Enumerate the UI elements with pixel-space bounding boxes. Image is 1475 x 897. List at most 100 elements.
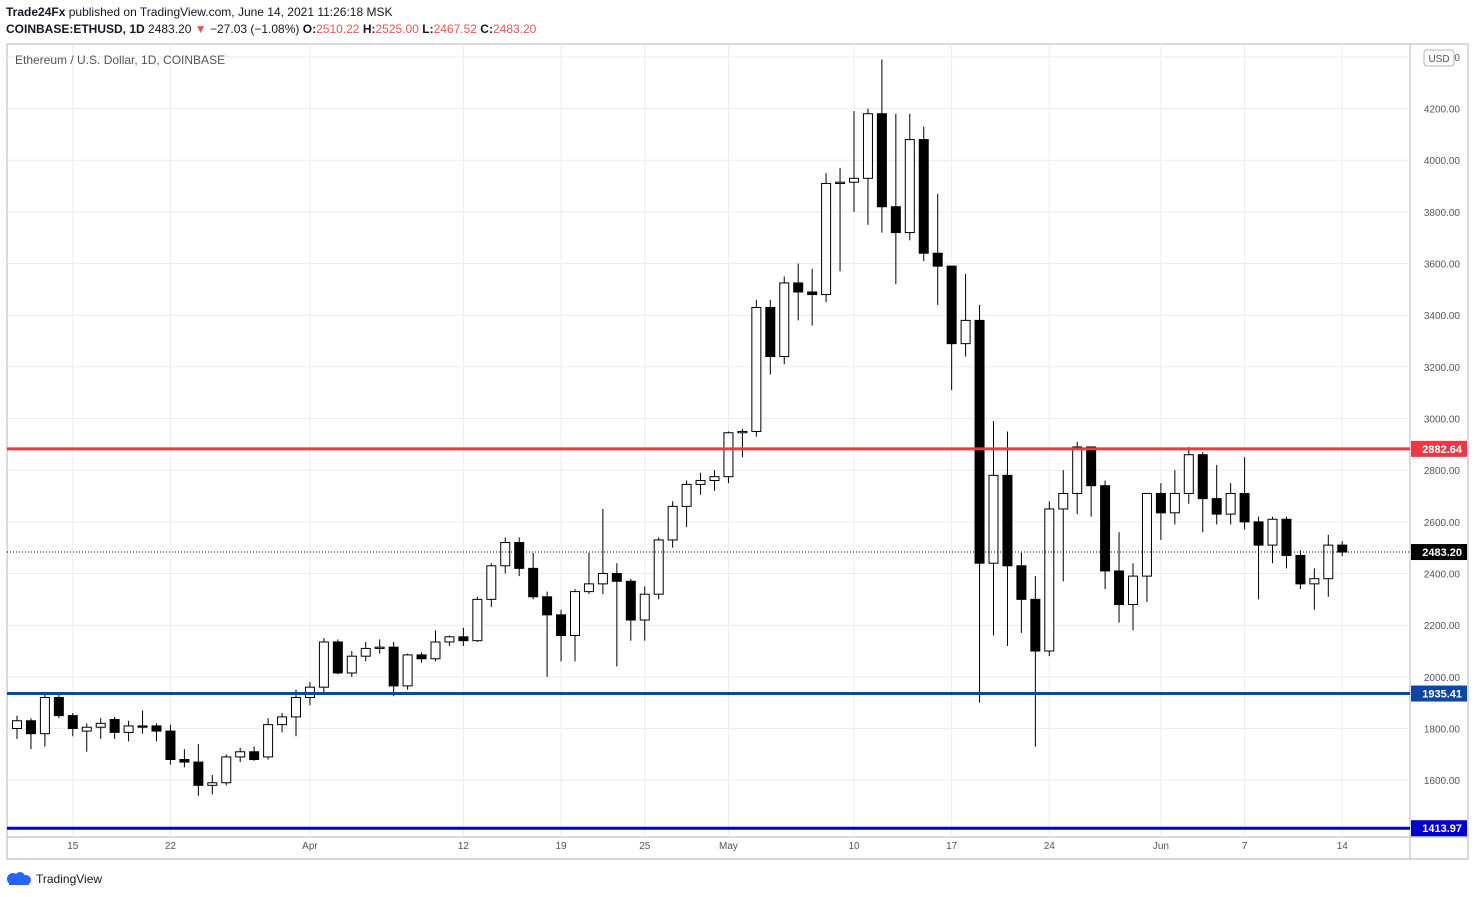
candle-body-up [835, 181, 846, 184]
chart-header: Trade24Fx published on TradingView.com, … [6, 4, 536, 38]
candle-body-down [416, 654, 427, 660]
candle-body-up [444, 636, 455, 643]
y-tick-label: 2200.00 [1424, 621, 1461, 632]
currency-badge [1423, 49, 1455, 67]
candle-body-up [639, 593, 650, 621]
candle-body-down [137, 725, 148, 728]
candle-body-up [207, 782, 218, 786]
candle-body-up [1058, 492, 1069, 510]
candle-body-up [653, 539, 664, 595]
x-tick-label: 24 [1044, 841, 1056, 852]
candle-body-down [514, 542, 525, 569]
footer-branding[interactable]: TradingView [6, 869, 102, 889]
candle-body-down [932, 252, 943, 267]
publish-info: published on TradingView.com, June 14, 2… [68, 5, 393, 19]
candle-body-down [1086, 446, 1097, 487]
last-price-tag [1411, 544, 1467, 561]
x-tick-label: May [719, 841, 738, 852]
candle-body-down [332, 641, 343, 674]
x-tick-label: Apr [302, 841, 318, 852]
close-value: 2483.20 [492, 22, 537, 36]
close-label: C: [480, 22, 493, 36]
candle-body-up [960, 319, 971, 345]
candle-body-up [39, 697, 50, 735]
candle-body-up [681, 483, 692, 507]
candle-body-up [430, 641, 441, 660]
x-tick-label: 15 [67, 841, 79, 852]
candle-body-up [12, 720, 22, 730]
candles-layer [12, 59, 1348, 796]
y-tick-label: 3600.00 [1424, 260, 1461, 271]
support-low-price-label: 1413.97 [1422, 823, 1462, 835]
candle-body-up [374, 646, 385, 649]
candle-body-up [695, 480, 706, 485]
currency-label: USD [1428, 54, 1449, 65]
y-tick-label: 2400.00 [1424, 570, 1461, 581]
x-tick-label: 7 [1242, 841, 1248, 852]
candle-body-down [946, 265, 957, 345]
candle-body-down [1295, 554, 1306, 585]
axes-layer: 1600.00 1800.00 2000.00 2200.00 2400.00 2600.… [15, 49, 1461, 852]
open-label: O: [302, 22, 317, 36]
y-tick-label: 2000.00 [1424, 673, 1461, 684]
support-price-tag [1411, 685, 1467, 702]
y-tick-label: 3400.00 [1424, 311, 1461, 322]
candle-body-up [849, 177, 859, 183]
candle-body-up [291, 697, 301, 718]
y-tick-label: 4000.00 [1424, 156, 1461, 167]
price-change: −27.03 (−1.08%) [210, 22, 300, 36]
candle-body-up [862, 113, 873, 179]
author-name[interactable]: Trade24Fx [6, 5, 66, 19]
candle-body-up [81, 726, 92, 732]
candle-body-down [528, 567, 539, 598]
symbol-label[interactable]: COINBASE:ETHUSD, 1D [6, 22, 145, 36]
candle-body-up [667, 505, 678, 541]
candle-body-up [1044, 508, 1055, 652]
candle-body-down [876, 113, 887, 208]
chart-grid [6, 43, 1469, 860]
candle-body-down [1016, 565, 1027, 600]
candle-body-down [165, 730, 176, 761]
candle-body-up [904, 139, 915, 234]
candle-body-up [360, 647, 371, 657]
candle-body-up [486, 565, 497, 600]
candle-body-up [988, 474, 999, 564]
candle-body-up [263, 724, 274, 758]
x-tick-label: Jun [1153, 841, 1169, 852]
candle-body-down [1114, 570, 1125, 606]
candle-body-up [95, 722, 106, 728]
last-price-tag-label: 2483.20 [1422, 547, 1462, 559]
horizontal-lines-layer: 2483.20 2882.64 1935.41 1413.97 [7, 440, 1467, 837]
candle-body-down [1002, 474, 1013, 567]
candle-body-down [1253, 521, 1264, 546]
candle-body-up [1267, 518, 1278, 546]
candle-body-up [1323, 544, 1334, 580]
high-label: H: [362, 22, 376, 36]
y-tick-label: 3200.00 [1424, 363, 1461, 374]
candle-body-up [751, 306, 762, 432]
support-low-price-tag [1411, 820, 1467, 837]
last-price: 2483.20 [148, 22, 192, 36]
x-tick-label: 14 [1337, 841, 1349, 852]
candle-body-down [611, 573, 622, 582]
candle-body-up [1072, 446, 1083, 494]
candle-body-up [277, 716, 288, 726]
x-tick-label: 10 [848, 841, 860, 852]
candle-body-up [235, 751, 246, 758]
candle-body-down [625, 580, 636, 621]
candle-body-down [556, 614, 567, 637]
publish-line: Trade24Fx published on TradingView.com, … [6, 4, 536, 21]
candle-body-up [1128, 575, 1138, 606]
y-tick-label: 3800.00 [1424, 208, 1461, 219]
candle-body-up [402, 654, 413, 687]
candle-body-down [458, 636, 469, 642]
y-tick-label: 3000.00 [1424, 415, 1461, 426]
tradingview-logo-icon [7, 872, 31, 885]
candle-body-up [472, 598, 483, 642]
candle-body-down [249, 751, 260, 761]
candle-body-up [1141, 492, 1152, 577]
candle-body-down [542, 596, 553, 616]
resistance-price-label: 2882.64 [1422, 444, 1463, 456]
candle-body-up [779, 282, 790, 358]
